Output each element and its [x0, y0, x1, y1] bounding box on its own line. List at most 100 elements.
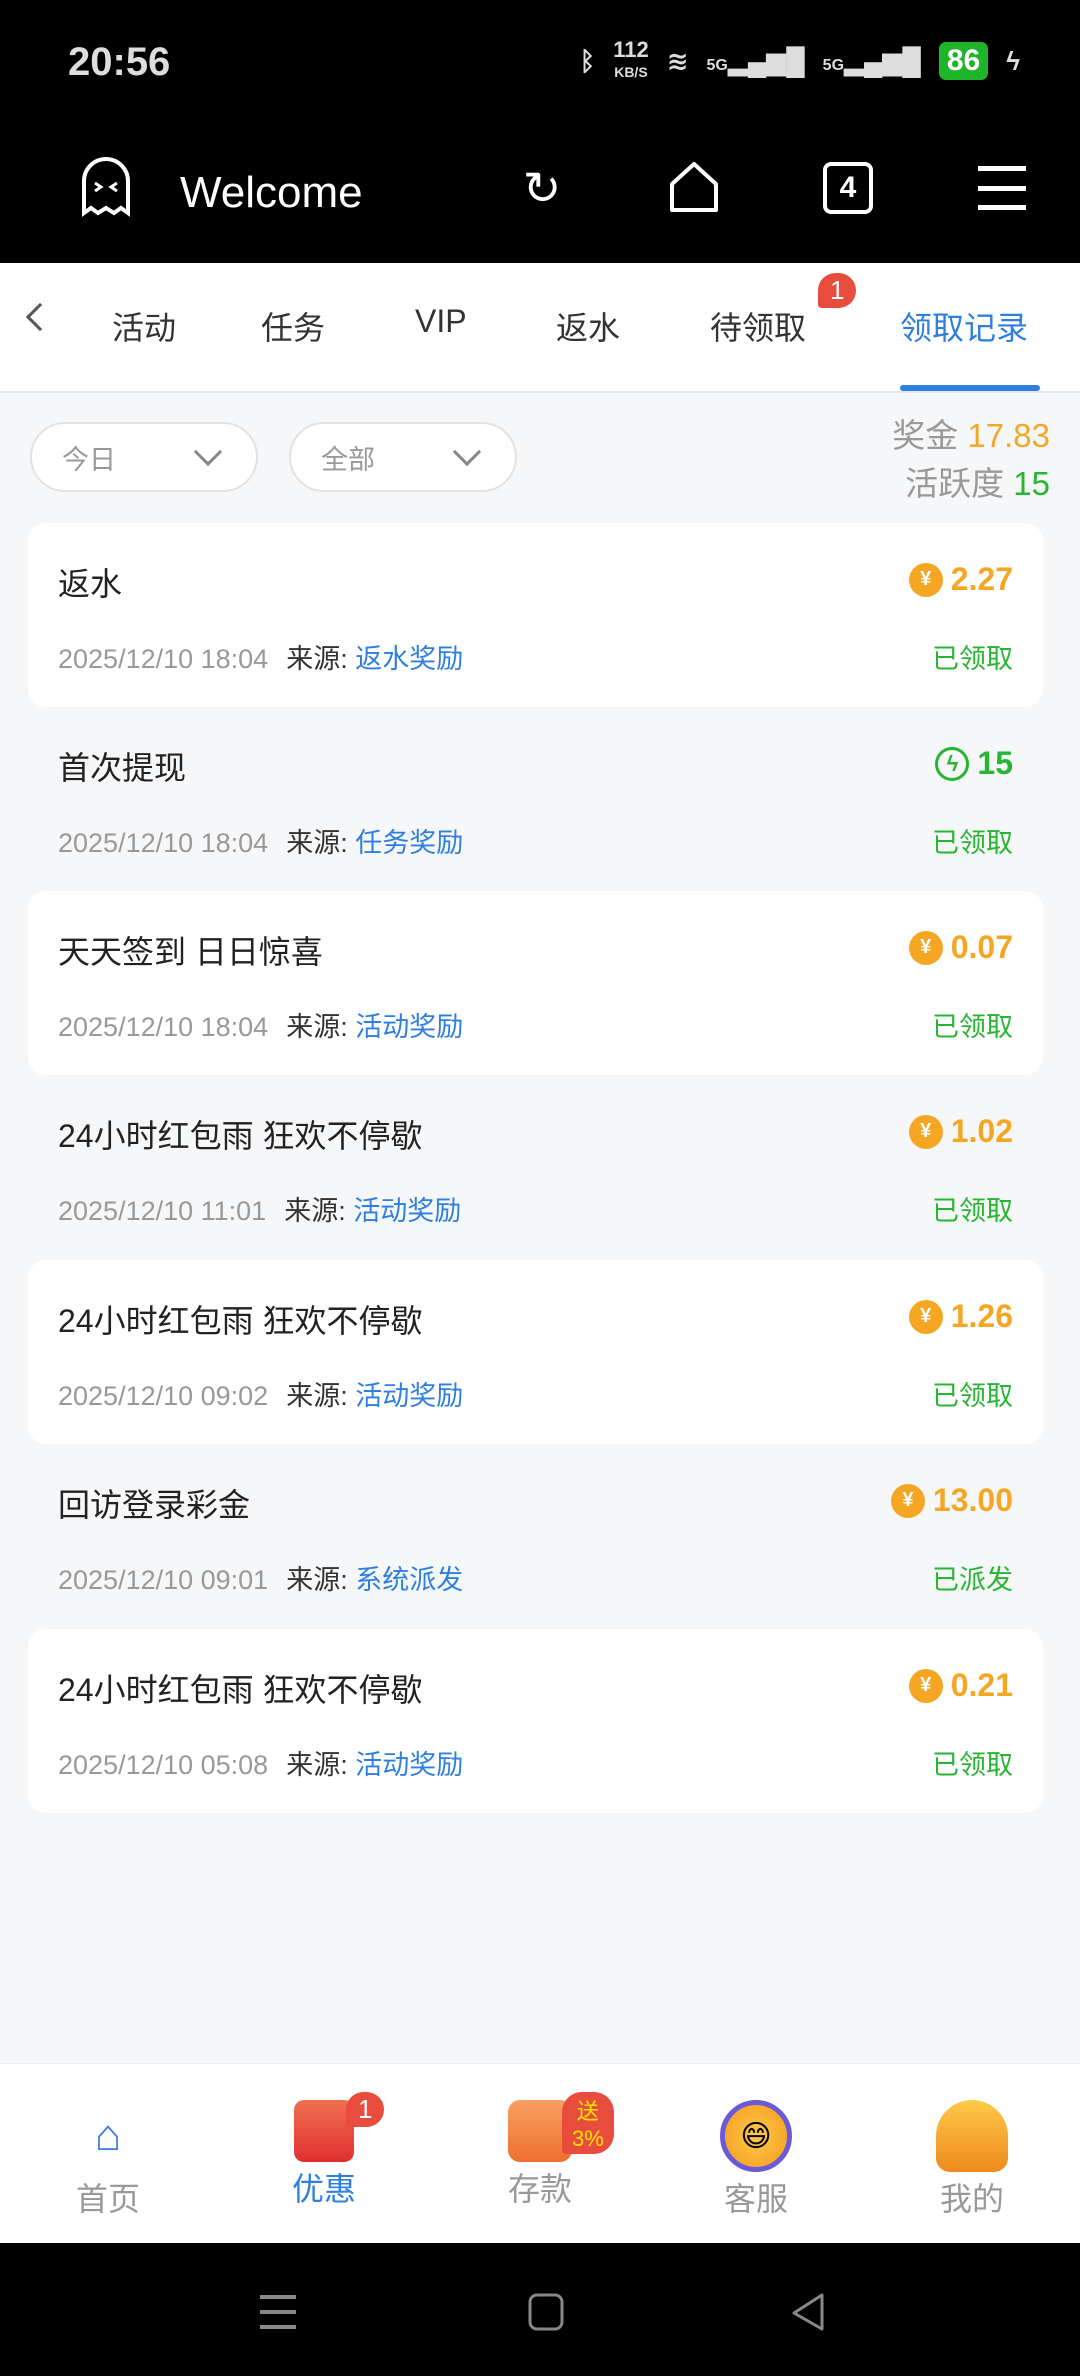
system-nav-bar [0, 2243, 1080, 2376]
date-filter-dropdown[interactable]: 今日 [30, 422, 258, 492]
gift-icon [294, 2100, 354, 2162]
type-filter-value: 全部 [321, 444, 375, 475]
source-label: 来源: [286, 644, 348, 674]
tab-rebate[interactable]: 返水 [556, 310, 621, 346]
source-value: 活动奖励 [355, 1012, 464, 1042]
tab-label: 待领取 [710, 310, 807, 346]
refresh-icon[interactable]: ↻ [522, 162, 562, 214]
coin-icon: ¥ [908, 1668, 943, 1703]
record-time: 2025/12/10 18:04 [58, 828, 269, 858]
notification-badge: 1 [346, 2092, 385, 2127]
signal-icon: 5G▂▄▆█ [706, 45, 805, 76]
amount-value: 0.07 [950, 929, 1013, 965]
signal-label: 5G [706, 56, 728, 74]
record-time: 2025/12/10 11:01 [58, 1196, 267, 1226]
status-badge: 已领取 [932, 1012, 1013, 1042]
tab-vip[interactable]: VIP [415, 303, 467, 339]
notification-badge: 1 [818, 273, 857, 308]
record-meta: 2025/12/10 05:08 来源: 活动奖励 [58, 1743, 463, 1782]
ghost-icon[interactable] [76, 157, 136, 218]
record-meta: 2025/12/10 18:04 来源: 活动奖励 [58, 1005, 463, 1044]
record-title: 首次提现 [58, 750, 187, 786]
nav-label: 客服 [723, 2181, 788, 2217]
record-meta: 2025/12/10 18:04 来源: 返水奖励 [58, 637, 463, 676]
wallet-icon [508, 2100, 572, 2162]
amount-value: 1.02 [950, 1113, 1013, 1149]
nav-deposit[interactable]: 存款 送3% [470, 2084, 614, 2210]
charging-icon: ϟ [1006, 45, 1020, 76]
chevron-down-icon [193, 437, 223, 467]
net-speed: 112 KB/S [613, 39, 649, 82]
coin-icon: ¥ [908, 930, 943, 965]
record-time: 2025/12/10 18:04 [58, 1012, 269, 1042]
record-item[interactable]: 24小时红包雨 狂欢不停歇 ¥0.21 2025/12/10 05:08 来源: … [28, 1629, 1043, 1813]
record-item[interactable]: 首次提现 ϟ 15 2025/12/10 18:04 来源: 任务奖励 已领取 [28, 707, 1043, 891]
summary-stats: 奖金 17.83 活跃度 15 [892, 412, 1050, 508]
nav-label: 优惠 [291, 2171, 356, 2207]
home-icon[interactable] [664, 158, 724, 218]
signal-icon: 5G▂▄▆█ [822, 45, 921, 76]
record-amount: ¥13.00 [890, 1482, 1013, 1519]
nav-label: 存款 [507, 2171, 572, 2207]
record-item[interactable]: 24小时红包雨 狂欢不停歇 ¥1.26 2025/12/10 09:02 来源: … [28, 1260, 1043, 1444]
record-amount: ¥1.26 [908, 1298, 1013, 1335]
amount-value: 0.21 [950, 1667, 1013, 1703]
browser-toolbar: Welcome ↻ 4 [0, 130, 1080, 263]
menu-icon[interactable] [972, 158, 1032, 218]
back-chevron-icon[interactable] [25, 302, 55, 332]
nav-home[interactable]: ⌂ 首页 [38, 2084, 178, 2220]
record-meta: 2025/12/10 18:04 来源: 任务奖励 [58, 821, 463, 860]
record-title: 24小时红包雨 狂欢不停歇 [58, 1672, 423, 1708]
nav-support[interactable]: 😄 客服 [686, 2084, 826, 2220]
status-badge: 已领取 [932, 828, 1013, 858]
bonus-label: 奖金 [892, 417, 959, 454]
tab-count: 4 [823, 162, 873, 214]
source-label: 来源: [286, 1381, 348, 1411]
status-badge: 已派发 [932, 1565, 1013, 1595]
amount-value: 15 [977, 745, 1013, 781]
nav-profile[interactable]: 我的 [902, 2084, 1042, 2220]
lightning-icon: ϟ [935, 746, 970, 781]
source-value: 返水奖励 [355, 644, 464, 674]
record-amount: ¥0.07 [908, 929, 1013, 966]
coin-icon: ¥ [908, 1114, 943, 1149]
tab-activity[interactable]: 活动 [112, 310, 177, 346]
tab-pending[interactable]: 待领取 1 [710, 273, 857, 349]
record-amount: ¥2.27 [908, 561, 1013, 598]
tabs-button[interactable]: 4 [818, 158, 878, 218]
record-amount: ¥1.02 [908, 1113, 1013, 1150]
tab-claim-records[interactable]: 领取记录 [900, 310, 1029, 346]
record-meta: 2025/12/10 11:01 来源: 活动奖励 [58, 1189, 461, 1228]
record-time: 2025/12/10 09:01 [58, 1565, 269, 1595]
record-time: 2025/12/10 09:02 [58, 1381, 269, 1411]
bluetooth-icon: ᛒ [579, 45, 596, 76]
record-time: 2025/12/10 05:08 [58, 1750, 269, 1780]
record-title: 返水 [58, 566, 123, 602]
status-badge: 已领取 [932, 1381, 1013, 1411]
record-title: 回访登录彩金 [58, 1487, 251, 1523]
amount-value: 1.26 [950, 1298, 1013, 1334]
tab-tasks[interactable]: 任务 [261, 310, 326, 346]
record-item[interactable]: 回访登录彩金 ¥13.00 2025/12/10 09:01 来源: 系统派发 已… [28, 1444, 1043, 1628]
status-badge: 已领取 [932, 1750, 1013, 1780]
coin-icon: ¥ [908, 1299, 943, 1334]
record-meta: 2025/12/10 09:02 来源: 活动奖励 [58, 1374, 463, 1413]
record-item[interactable]: 返水 ¥2.27 2025/12/10 18:04 来源: 返水奖励 已领取 [28, 523, 1043, 707]
chevron-down-icon [452, 437, 482, 467]
clock: 20:56 [68, 40, 171, 84]
home-button-icon[interactable] [528, 2293, 566, 2333]
nav-promotions[interactable]: 优惠 1 [254, 2084, 394, 2210]
recents-icon[interactable] [260, 2293, 298, 2331]
back-icon[interactable] [790, 2293, 830, 2333]
activity-label: 活跃度 [905, 465, 1005, 502]
record-item[interactable]: 天天签到 日日惊喜 ¥0.07 2025/12/10 18:04 来源: 活动奖励… [28, 891, 1043, 1075]
type-filter-dropdown[interactable]: 全部 [289, 422, 517, 492]
record-title: 24小时红包雨 狂欢不停歇 [58, 1118, 423, 1154]
source-label: 来源: [286, 1750, 348, 1780]
source-label: 来源: [284, 1196, 346, 1226]
house-icon: ⌂ [94, 2111, 122, 2160]
tab-bar: 活动 任务 VIP 返水 待领取 1 领取记录 [0, 263, 1080, 393]
status-icons: ᛒ 112 KB/S ≋ 5G▂▄▆█ 5G▂▄▆█ 86 ϟ [579, 39, 1020, 82]
bottom-nav: ⌂ 首页 优惠 1 存款 送3% 😄 客服 我的 [0, 2063, 1080, 2243]
record-item[interactable]: 24小时红包雨 狂欢不停歇 ¥1.02 2025/12/10 11:01 来源: … [28, 1075, 1043, 1259]
